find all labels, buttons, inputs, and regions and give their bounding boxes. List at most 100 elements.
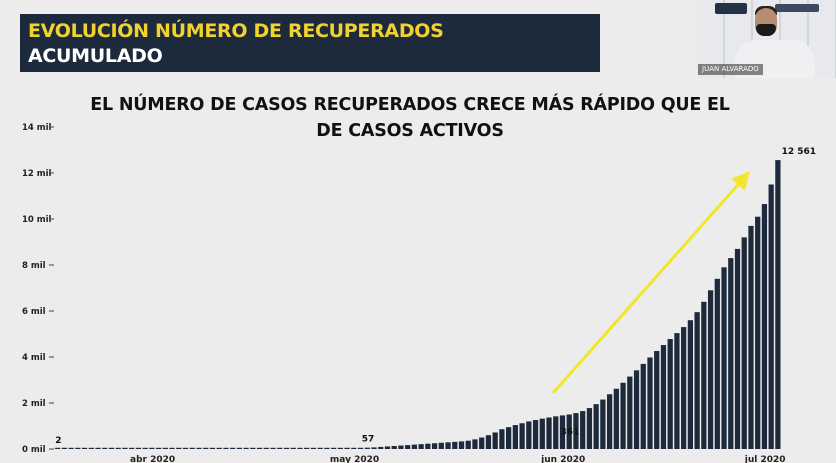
bar bbox=[149, 447, 155, 449]
bar bbox=[129, 447, 135, 449]
bar bbox=[290, 447, 296, 449]
bar bbox=[600, 399, 606, 449]
speaker-face-mask bbox=[756, 24, 776, 36]
bar bbox=[748, 225, 754, 449]
bar bbox=[438, 442, 444, 449]
bar bbox=[75, 447, 81, 449]
bar bbox=[553, 416, 559, 449]
bar bbox=[755, 216, 761, 449]
bar bbox=[357, 447, 364, 449]
bar bbox=[324, 447, 330, 449]
bar bbox=[674, 333, 680, 449]
bar bbox=[95, 447, 101, 449]
bar bbox=[182, 447, 189, 449]
bar bbox=[532, 420, 539, 449]
bar bbox=[519, 423, 525, 449]
bar bbox=[694, 312, 700, 449]
data-label: 12 561 bbox=[782, 147, 816, 157]
bar bbox=[277, 447, 283, 449]
bar bbox=[465, 440, 471, 449]
bar bbox=[391, 446, 397, 449]
bar bbox=[169, 447, 175, 449]
bar bbox=[714, 278, 720, 449]
bar bbox=[775, 160, 781, 450]
bar bbox=[586, 408, 593, 449]
bar bbox=[283, 447, 290, 449]
bar bbox=[176, 447, 182, 449]
y-tick-label: 0 mil bbox=[22, 445, 46, 455]
bar bbox=[304, 447, 310, 449]
bar bbox=[667, 339, 673, 449]
y-tick-label: 6 mil bbox=[22, 307, 46, 317]
bar bbox=[418, 444, 424, 449]
chart-title-line2: DE CASOS ACTIVOS bbox=[316, 121, 504, 141]
y-tick-label: 14 mil bbox=[22, 123, 52, 133]
x-tick-label: may 2020 bbox=[330, 455, 379, 463]
bar bbox=[209, 447, 216, 449]
bar bbox=[546, 417, 552, 449]
bar bbox=[189, 447, 195, 449]
bar bbox=[687, 320, 694, 449]
bar bbox=[647, 357, 653, 449]
bar bbox=[580, 411, 586, 449]
bar bbox=[492, 432, 498, 449]
bar bbox=[654, 351, 660, 449]
bar bbox=[270, 447, 276, 449]
bar bbox=[768, 184, 774, 449]
data-label: 57 bbox=[362, 435, 375, 445]
bar bbox=[606, 394, 613, 449]
speaker-nameplate: JUAN ALVARADO bbox=[698, 64, 763, 75]
trend-arrow bbox=[551, 171, 750, 394]
x-tick-label: jul 2020 bbox=[744, 455, 786, 463]
bar bbox=[344, 447, 350, 449]
bar bbox=[452, 441, 458, 449]
bar bbox=[566, 414, 572, 449]
bar bbox=[351, 447, 357, 449]
bar bbox=[378, 446, 384, 449]
bar bbox=[337, 447, 343, 449]
bar bbox=[458, 441, 465, 449]
data-label: 2 bbox=[55, 436, 61, 446]
barranquilla-logo bbox=[775, 4, 819, 12]
bar bbox=[142, 447, 148, 449]
bar bbox=[236, 447, 243, 449]
bar bbox=[317, 447, 323, 449]
x-tick-label: abr 2020 bbox=[130, 455, 175, 463]
y-tick-label: 4 mil bbox=[22, 353, 46, 363]
bar bbox=[155, 447, 162, 449]
y-tick-label: 8 mil bbox=[22, 261, 46, 271]
bar bbox=[734, 248, 741, 449]
bar bbox=[593, 404, 599, 449]
bar bbox=[216, 447, 222, 449]
bar bbox=[162, 447, 168, 449]
bar bbox=[701, 301, 707, 449]
bar bbox=[250, 447, 256, 449]
bar bbox=[425, 443, 431, 449]
bar bbox=[613, 388, 619, 449]
alcaldia-logo bbox=[715, 3, 747, 14]
bar bbox=[384, 446, 391, 449]
bar bbox=[741, 237, 747, 449]
bar bbox=[203, 447, 209, 449]
bar bbox=[411, 444, 418, 449]
y-tick-label: 12 mil bbox=[22, 169, 52, 179]
speaker-video-feed: JUAN ALVARADO bbox=[697, 0, 836, 78]
banner-subtitle: ACUMULADO bbox=[28, 45, 163, 67]
bar bbox=[330, 447, 337, 449]
bar bbox=[728, 258, 734, 449]
bar bbox=[364, 447, 370, 449]
chart-title-line1: EL NÚMERO DE CASOS RECUPERADOS CRECE MÁS… bbox=[90, 95, 730, 115]
bar bbox=[68, 447, 74, 449]
bar bbox=[721, 267, 727, 449]
bar bbox=[573, 413, 579, 449]
bar bbox=[627, 376, 633, 449]
bar bbox=[55, 447, 61, 449]
bar bbox=[681, 327, 687, 449]
bar bbox=[499, 429, 505, 449]
bar bbox=[761, 204, 768, 449]
bar bbox=[640, 363, 646, 449]
bar bbox=[108, 447, 115, 449]
bar bbox=[479, 437, 485, 449]
bar bbox=[472, 439, 478, 449]
